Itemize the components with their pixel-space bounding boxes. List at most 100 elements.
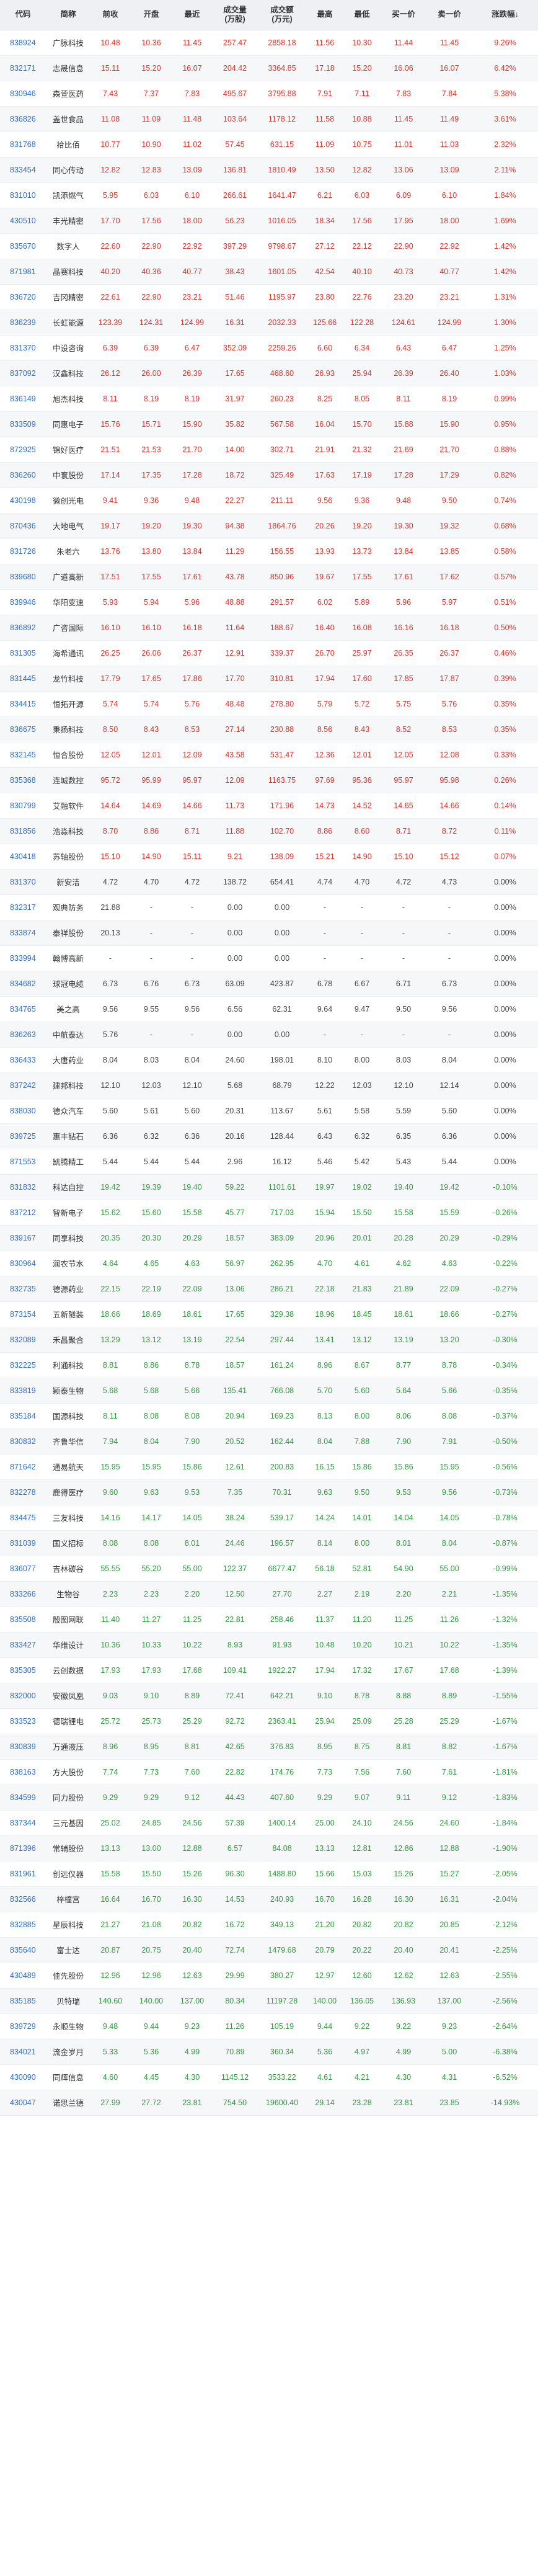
- table-row[interactable]: 830832 齐鲁华信 7.94 8.04 7.90 20.52 162.44 8.04 7.8…: [0, 1428, 538, 1455]
- stock-code-link[interactable]: 831010: [0, 182, 46, 208]
- table-row[interactable]: 830839 万通液压 8.96 8.95 8.81 42.65 376.83 8.95 8.7…: [0, 1734, 538, 1760]
- table-row[interactable]: 835640 富士达 20.87 20.75 20.40 72.74 1479.68 20.7…: [0, 1937, 538, 1963]
- stock-code-link[interactable]: 831961: [0, 1861, 46, 1887]
- stock-code-link[interactable]: 836260: [0, 462, 46, 488]
- stock-name-link[interactable]: 龙竹科技: [46, 666, 90, 692]
- stock-code-link[interactable]: 832145: [0, 742, 46, 768]
- stock-code-link[interactable]: 833819: [0, 1378, 46, 1404]
- stock-name-link[interactable]: 德瑞锂电: [46, 1708, 90, 1734]
- stock-name-link[interactable]: 华阳变速: [46, 589, 90, 615]
- header-bid[interactable]: 买一价: [381, 0, 426, 30]
- table-row[interactable]: 831768 拾比佰 10.77 10.90 11.02 57.45 631.15 11.09…: [0, 131, 538, 158]
- stock-code-link[interactable]: 835670: [0, 233, 46, 259]
- stock-code-link[interactable]: 430047: [0, 2090, 46, 2116]
- stock-name-link[interactable]: 同惠电子: [46, 411, 90, 437]
- header-high[interactable]: 最高: [306, 0, 343, 30]
- table-row[interactable]: 837344 三元基因 25.02 24.85 24.56 57.39 1400.14 25.…: [0, 1810, 538, 1836]
- table-row[interactable]: 837212 智新电子 15.62 15.60 15.58 45.77 717.03 15.9…: [0, 1200, 538, 1226]
- stock-code-link[interactable]: 835368: [0, 767, 46, 793]
- stock-name-link[interactable]: 翰博高新: [46, 945, 90, 971]
- stock-code-link[interactable]: 839729: [0, 2013, 46, 2039]
- table-row[interactable]: 831726 朱老六 13.76 13.80 13.84 11.29 156.55 13.93…: [0, 538, 538, 564]
- stock-name-link[interactable]: 永顺生物: [46, 2013, 90, 2039]
- table-row[interactable]: 430198 微创光电 9.41 9.36 9.48 22.27 211.11 9.56 9.3…: [0, 488, 538, 514]
- stock-name-link[interactable]: 苏轴股份: [46, 844, 90, 870]
- table-row[interactable]: 838030 德众汽车 5.60 5.61 5.60 20.31 113.67 5.61 5.5…: [0, 1098, 538, 1124]
- stock-name-link[interactable]: 华维设计: [46, 1632, 90, 1658]
- table-row[interactable]: 836720 吉冈精密 22.61 22.90 23.21 51.46 1195.97 23.…: [0, 284, 538, 310]
- stock-code-link[interactable]: 831370: [0, 335, 46, 361]
- table-row[interactable]: 832278 鹿得医疗 9.60 9.63 9.53 7.35 70.31 9.63 9.50 9…: [0, 1479, 538, 1505]
- table-row[interactable]: 831832 科达自控 19.42 19.39 19.40 59.22 1101.61 19.…: [0, 1174, 538, 1200]
- stock-code-link[interactable]: 831768: [0, 131, 46, 158]
- stock-code-link[interactable]: 839167: [0, 1225, 46, 1251]
- table-row[interactable]: 833509 同惠电子 15.76 15.71 15.90 35.82 567.58 16.0…: [0, 411, 538, 437]
- table-row[interactable]: 832225 利通科技 8.81 8.86 8.78 18.57 161.24 8.96 8.6…: [0, 1352, 538, 1378]
- stock-name-link[interactable]: 惠丰钻石: [46, 1123, 90, 1149]
- header-prev-close[interactable]: 前收: [90, 0, 130, 30]
- stock-name-link[interactable]: 殷图网联: [46, 1607, 90, 1633]
- table-row[interactable]: 831305 海希通讯 26.25 26.06 26.37 12.91 339.37 26.7…: [0, 640, 538, 666]
- table-row[interactable]: 834682 球冠电缆 6.73 6.76 6.73 63.09 423.87 6.78 6.6…: [0, 971, 538, 997]
- stock-name-link[interactable]: 五新隧装: [46, 1301, 90, 1327]
- stock-code-link[interactable]: 831305: [0, 640, 46, 666]
- stock-code-link[interactable]: 838163: [0, 1759, 46, 1785]
- stock-name-link[interactable]: 锦好医疗: [46, 437, 90, 463]
- stock-code-link[interactable]: 870436: [0, 513, 46, 539]
- table-row[interactable]: 835368 连城数控 95.72 95.99 95.97 12.09 1163.75 97.…: [0, 767, 538, 793]
- stock-code-link[interactable]: 830946: [0, 81, 46, 107]
- table-row[interactable]: 838924 广脉科技 10.48 10.36 11.45 257.47 2858.18 11…: [0, 30, 538, 56]
- table-row[interactable]: 834475 三友科技 14.16 14.17 14.05 38.24 539.17 14.2…: [0, 1505, 538, 1531]
- table-row[interactable]: 831039 国义招标 8.08 8.08 8.01 24.46 196.57 8.14 8.0…: [0, 1530, 538, 1556]
- table-row[interactable]: 836675 秉扬科技 8.50 8.43 8.53 27.14 230.88 8.56 8.4…: [0, 716, 538, 742]
- stock-name-link[interactable]: 中航泰达: [46, 1022, 90, 1048]
- table-row[interactable]: 832145 恒合股份 12.05 12.01 12.09 43.58 531.47 12.3…: [0, 742, 538, 768]
- stock-code-link[interactable]: 838030: [0, 1098, 46, 1124]
- stock-name-link[interactable]: 万通液压: [46, 1734, 90, 1760]
- stock-code-link[interactable]: 833454: [0, 157, 46, 183]
- table-row[interactable]: 834599 同力股份 9.29 9.29 9.12 44.43 407.60 9.29 9.0…: [0, 1785, 538, 1811]
- stock-name-link[interactable]: 连城数控: [46, 767, 90, 793]
- table-row[interactable]: 836263 中航泰达 5.76- -0.00 0.00- - - -0.00%: [0, 1022, 538, 1048]
- stock-code-link[interactable]: 831370: [0, 869, 46, 895]
- stock-name-link[interactable]: 新安洁: [46, 869, 90, 895]
- table-row[interactable]: 430418 苏轴股份 15.10 14.90 15.11 9.21 138.09 15.21…: [0, 844, 538, 870]
- table-row[interactable]: 830946 森萱医药 7.43 7.37 7.83 495.67 3795.88 7.91 7…: [0, 81, 538, 107]
- stock-name-link[interactable]: 润农节水: [46, 1250, 90, 1277]
- stock-name-link[interactable]: 观典防务: [46, 894, 90, 920]
- stock-name-link[interactable]: 三友科技: [46, 1505, 90, 1531]
- table-row[interactable]: 833994 翰博高新 - - -0.00 0.00- - - -0.00%: [0, 945, 538, 971]
- stock-code-link[interactable]: 871981: [0, 259, 46, 285]
- stock-code-link[interactable]: 833427: [0, 1632, 46, 1658]
- stock-code-link[interactable]: 836892: [0, 615, 46, 641]
- stock-code-link[interactable]: 430489: [0, 1963, 46, 1989]
- table-row[interactable]: 430510 丰光精密 17.70 17.56 18.00 56.23 1016.05 18.…: [0, 208, 538, 234]
- table-row[interactable]: 871396 常辅股份 13.13 13.00 12.88 6.57 84.08 13.13 1…: [0, 1835, 538, 1861]
- stock-name-link[interactable]: 长虹能源: [46, 310, 90, 336]
- header-code[interactable]: 代码: [0, 0, 46, 30]
- table-row[interactable]: 871981 晶赛科技 40.20 40.36 40.77 38.43 1601.05 42.…: [0, 259, 538, 285]
- stock-name-link[interactable]: 星辰科技: [46, 1912, 90, 1938]
- stock-code-link[interactable]: 871642: [0, 1454, 46, 1480]
- table-row[interactable]: 836892 广咨国际 16.10 16.10 16.18 11.64 188.67 16.4…: [0, 615, 538, 641]
- stock-name-link[interactable]: 吉冈精密: [46, 284, 90, 310]
- table-row[interactable]: 839725 惠丰钻石 6.36 6.32 6.36 20.16 128.44 6.43 6.3…: [0, 1123, 538, 1149]
- stock-name-link[interactable]: 浩淼科技: [46, 818, 90, 844]
- stock-name-link[interactable]: 吉林碳谷: [46, 1556, 90, 1582]
- stock-name-link[interactable]: 大地电气: [46, 513, 90, 539]
- table-row[interactable]: 832171 志晟信息 15.11 15.20 16.07 204.42 3364.85 17…: [0, 55, 538, 81]
- stock-code-link[interactable]: 834599: [0, 1785, 46, 1811]
- stock-name-link[interactable]: 流金岁月: [46, 2039, 90, 2065]
- stock-name-link[interactable]: 德源药业: [46, 1276, 90, 1302]
- stock-name-link[interactable]: 美之高: [46, 996, 90, 1022]
- table-row[interactable]: 832089 禾昌聚合 13.29 13.12 13.19 22.54 297.44 13.4…: [0, 1327, 538, 1353]
- stock-code-link[interactable]: 836826: [0, 106, 46, 132]
- table-row[interactable]: 836239 长虹能源 123.39 124.31 124.99 16.31 2032.33…: [0, 310, 538, 336]
- table-row[interactable]: 839946 华阳变速 5.93 5.94 5.96 48.88 291.57 6.02 5.8…: [0, 589, 538, 615]
- stock-code-link[interactable]: 832317: [0, 894, 46, 920]
- table-row[interactable]: 836149 旭杰科技 8.11 8.19 8.19 31.97 260.23 8.25 8.0…: [0, 386, 538, 412]
- stock-code-link[interactable]: 834415: [0, 691, 46, 717]
- table-row[interactable]: 870436 大地电气 19.17 19.20 19.30 94.38 1864.76 20.…: [0, 513, 538, 539]
- stock-name-link[interactable]: 利通科技: [46, 1352, 90, 1378]
- table-row[interactable]: 831961 创远仪器 15.58 15.50 15.26 96.30 1488.80 15.…: [0, 1861, 538, 1887]
